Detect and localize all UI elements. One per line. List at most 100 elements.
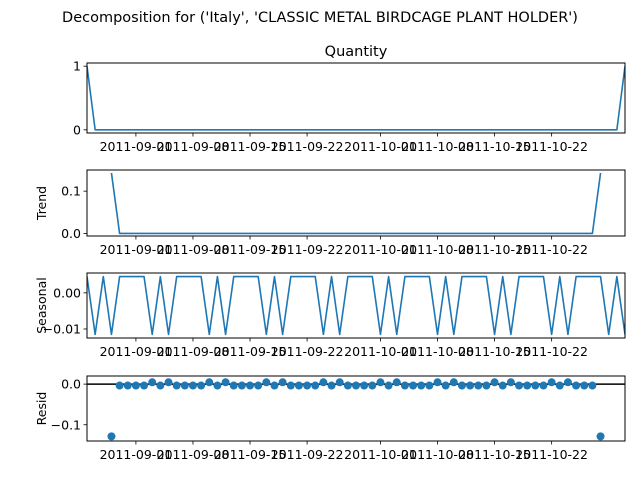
seasonal-plot-area [87, 275, 625, 336]
resid-xtick-label: 2011-10-01 [344, 447, 417, 462]
resid-point [466, 381, 475, 390]
resid-point [205, 378, 214, 387]
resid-point [433, 378, 442, 387]
resid-point [409, 381, 418, 390]
trend-xtick-label: 2011-09-08 [157, 242, 230, 257]
trend-ylabel: Trend [34, 186, 49, 221]
trend-axes-frame [86, 169, 626, 237]
resid-xtick-label: 2011-09-15 [214, 447, 287, 462]
seasonal-ylabel: Seasonal [34, 277, 49, 334]
resid-point [213, 381, 222, 390]
resid-point [180, 381, 189, 390]
resid-point [164, 378, 173, 387]
observed-ytick-label: 1 [73, 59, 81, 74]
seasonal-xtick-label: 2011-10-15 [458, 344, 531, 359]
seasonal-xtick-label: 2011-09-22 [271, 344, 344, 359]
resid-point [270, 381, 279, 390]
resid-point [547, 378, 556, 387]
resid-xtick-label: 2011-10-15 [458, 447, 531, 462]
trend-xtick-label: 2011-09-01 [100, 242, 173, 257]
resid-point [197, 381, 206, 390]
seasonal-xtick-label: 2011-09-15 [214, 344, 287, 359]
observed-ytick-label: 0 [73, 122, 81, 137]
resid-xtick-label: 2011-09-01 [100, 447, 173, 462]
resid-point [498, 381, 507, 390]
resid-point [352, 381, 360, 390]
trend-ytick-label: 0.1 [61, 184, 81, 199]
observed-series-line [87, 66, 625, 131]
observed-title: Quantity [325, 44, 388, 60]
resid-point [172, 381, 181, 390]
resid-point [131, 381, 140, 390]
resid-point [580, 381, 589, 390]
resid-point [360, 381, 369, 390]
resid-point [115, 381, 124, 390]
resid-point [123, 381, 132, 390]
resid-point [221, 378, 230, 387]
resid-point [311, 381, 320, 390]
resid-point [278, 378, 287, 387]
resid-xtick-label: 2011-10-08 [401, 447, 474, 462]
resid-point [588, 381, 597, 390]
observed-plot-area [87, 66, 625, 131]
seasonal-xtick-label: 2011-09-08 [157, 344, 230, 359]
resid-xtick-label: 2011-10-22 [515, 447, 588, 462]
trend-xtick-label: 2011-09-22 [271, 242, 344, 257]
resid-point [555, 381, 564, 390]
resid-point [539, 381, 548, 390]
observed-xtick-label: 2011-10-01 [344, 139, 417, 154]
resid-point [392, 378, 401, 387]
observed-xtick-label: 2011-09-01 [100, 139, 173, 154]
resid-point [441, 381, 450, 390]
resid-point [523, 381, 532, 390]
observed-xtick-label: 2011-10-22 [515, 139, 588, 154]
resid-point [531, 381, 540, 390]
trend-ytick-label: 0.0 [61, 226, 81, 241]
trend-series-line [110, 172, 602, 235]
trend-xtick-label: 2011-10-22 [515, 242, 588, 257]
resid-point [343, 381, 352, 390]
seasonal-series-line [87, 275, 625, 336]
resid-xtick-label: 2011-09-08 [157, 447, 230, 462]
resid-point [140, 381, 149, 390]
resid-point [563, 378, 572, 387]
seasonal-panel: 0.00−0.012011-09-012011-09-082011-09-152… [34, 272, 626, 359]
observed-xtick-label: 2011-09-22 [271, 139, 344, 154]
trend-xtick-label: 2011-10-08 [401, 242, 474, 257]
observed-panel: 0 1 2011-09-012011-09-082011-09-152011-09-… [73, 44, 626, 154]
resid-point [482, 381, 491, 390]
trend-xtick-label: 2011-09-15 [214, 242, 287, 257]
resid-point [417, 381, 426, 390]
seasonal-xtick-label: 2011-10-01 [344, 344, 417, 359]
observed-xtick-label: 2011-09-15 [214, 139, 287, 154]
resid-point [490, 378, 499, 387]
seasonal-xtick-label: 2011-09-01 [100, 344, 173, 359]
trend-plot-area [110, 172, 602, 235]
observed-axes-frame [86, 62, 626, 134]
resid-point [254, 381, 263, 390]
resid-point [294, 381, 303, 390]
resid-point [246, 381, 255, 390]
resid-point [229, 381, 238, 390]
resid-point [425, 381, 434, 390]
resid-point [515, 381, 524, 390]
resid-ytick-label: −0.1 [51, 417, 81, 432]
resid-point [262, 378, 271, 387]
trend-panel: 0.00.12011-09-012011-09-082011-09-152011… [34, 169, 626, 257]
resid-point [457, 381, 466, 390]
resid-point [506, 378, 515, 387]
observed-xtick-label: 2011-10-15 [458, 139, 531, 154]
resid-ytick-label: 0.0 [61, 377, 81, 392]
resid-point [400, 381, 409, 390]
resid-point [107, 432, 116, 441]
resid-point [156, 381, 165, 390]
seasonal-ytick-label: −0.01 [43, 321, 81, 336]
resid-point [286, 381, 295, 390]
resid-point [188, 381, 197, 390]
resid-point [474, 381, 483, 390]
observed-xtick-label: 2011-09-08 [157, 139, 230, 154]
resid-point [376, 378, 385, 387]
resid-point [237, 381, 246, 390]
